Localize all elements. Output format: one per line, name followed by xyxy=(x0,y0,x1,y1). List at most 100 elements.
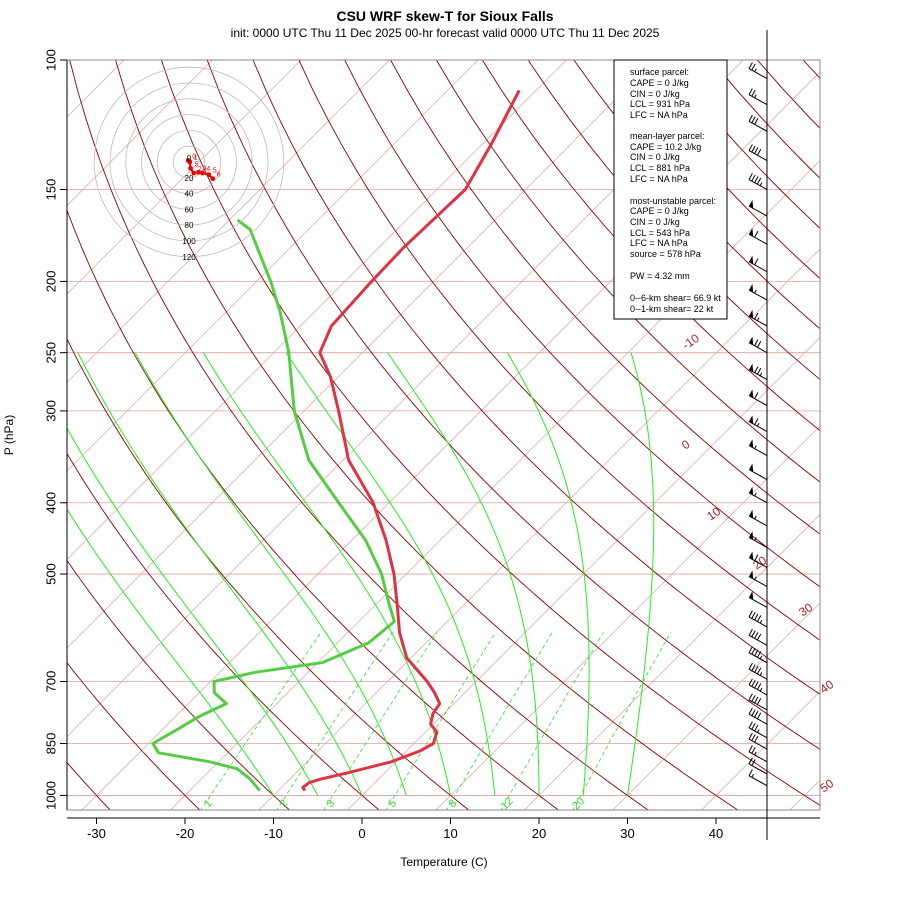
wind-barb-staff xyxy=(748,421,768,432)
hodograph-point xyxy=(206,172,212,178)
dry-adiabat-line xyxy=(756,60,820,129)
moist-adiabat-line xyxy=(67,427,319,796)
dry-adiabat-line xyxy=(115,60,739,810)
wind-barb-half xyxy=(754,537,757,541)
hodograph-point-label: 3 xyxy=(202,165,206,172)
wind-barb-full xyxy=(754,681,759,689)
wind-barb-flag xyxy=(749,531,754,540)
wind-barb-staff xyxy=(748,775,768,787)
wind-barb-staff xyxy=(748,684,768,696)
wind-barb-staff xyxy=(748,445,768,456)
x-tick-label: 40 xyxy=(709,826,723,841)
stat-mu-source: source = 578 hPa xyxy=(630,249,701,259)
wind-barb xyxy=(748,551,768,569)
chart-title: CSU WRF skew-T for Sioux Falls xyxy=(336,8,553,24)
wind-barb-full xyxy=(748,173,753,180)
wind-barb-half xyxy=(759,655,763,660)
wind-barb-full xyxy=(754,147,759,154)
dry-adiabat-line xyxy=(67,452,380,810)
stat-mu-cape: CAPE = 0 J/kg xyxy=(630,206,689,216)
mixing-ratio-label: 8 xyxy=(446,797,459,810)
wind-barb-staff xyxy=(748,557,768,569)
wind-barb-full xyxy=(751,63,756,71)
hodograph-point xyxy=(210,176,216,181)
wind-barb-full xyxy=(754,649,759,657)
wind-barb-half xyxy=(754,68,757,72)
dry-adiabat-line xyxy=(67,337,470,810)
y-tick-label: 250 xyxy=(43,342,58,364)
wind-barbs xyxy=(748,30,768,840)
wind-barb xyxy=(748,570,768,588)
y-tick-label: 850 xyxy=(43,733,58,755)
stat-surface-lfc: LFC = NA hPa xyxy=(630,110,688,120)
wind-barb-full xyxy=(748,745,753,753)
wind-barb-full xyxy=(754,696,759,704)
wind-barb-full xyxy=(751,647,756,655)
wind-barb xyxy=(748,283,768,301)
wind-barb-full xyxy=(748,114,753,122)
hodograph-ring-label: 40 xyxy=(185,190,194,199)
hodograph-ring-label: 60 xyxy=(185,205,194,214)
mixing-ratio-line xyxy=(323,632,438,810)
wind-barb-staff xyxy=(748,205,768,217)
wind-barb-full xyxy=(754,724,759,732)
wind-barb-full xyxy=(754,176,759,183)
dry-adiabat-line xyxy=(849,60,900,811)
wind-barb-staff xyxy=(748,751,768,763)
hodograph-ring-label: 20 xyxy=(185,174,194,183)
y-axis-label: P (hPa) xyxy=(2,415,16,455)
dry-adiabat-line xyxy=(252,60,820,695)
wind-barb-flag xyxy=(749,509,754,519)
y-tick-label: 700 xyxy=(43,671,58,693)
stat-surface-cape: CAPE = 0 J/kg xyxy=(630,78,689,88)
wind-barb-full xyxy=(756,177,762,185)
x-tick-label: 20 xyxy=(532,826,546,841)
wind-barb-flag xyxy=(749,336,754,345)
y-tick-label: 500 xyxy=(43,563,58,585)
wind-barb-flag xyxy=(749,363,754,372)
wind-barb-staff xyxy=(748,315,768,327)
wind-barb-full xyxy=(751,612,756,619)
wind-barb-full xyxy=(751,89,756,97)
x-tick-label: -20 xyxy=(176,826,195,841)
wind-barb-full xyxy=(748,62,753,69)
x-tick-label: 30 xyxy=(620,826,634,841)
wind-barb-flag xyxy=(749,255,754,264)
wind-barb-full xyxy=(748,693,753,701)
wind-barb-staff xyxy=(748,668,768,680)
stat-surface-header: surface parcel: xyxy=(630,67,689,77)
mixing-ratio-line xyxy=(385,632,497,810)
hodograph-point xyxy=(191,170,197,176)
hodograph-point-label: 5 xyxy=(213,168,217,175)
wind-barb xyxy=(748,336,768,354)
dry-adiabat-line xyxy=(711,60,820,179)
moist-adiabat-line xyxy=(77,352,363,796)
moist-adiabat-line xyxy=(627,352,655,796)
wind-barb-staff xyxy=(748,738,768,750)
wind-barb-staff xyxy=(748,699,768,711)
wind-barb xyxy=(748,439,768,456)
dewpoint-line xyxy=(151,218,396,792)
temperature-line xyxy=(301,89,521,792)
hodograph-ring xyxy=(109,82,269,242)
y-tick-label: 1000 xyxy=(43,781,58,810)
wind-barb-half xyxy=(754,515,757,520)
wind-barb-staff xyxy=(748,576,768,588)
y-tick-label: 200 xyxy=(43,271,58,293)
wind-barb-staff xyxy=(748,342,768,354)
hodograph-point-label: 5 xyxy=(195,161,199,168)
hodograph-ring xyxy=(93,66,285,258)
wind-barb-half xyxy=(759,672,763,676)
dry-adiabat-line xyxy=(298,60,820,641)
isotherm-label: 30 xyxy=(796,600,815,619)
wind-barb-full xyxy=(748,721,753,729)
hodograph-point-label: 4 xyxy=(206,166,210,173)
stat-mu-lcl: LCL = 543 hPa xyxy=(630,228,690,238)
wind-barb xyxy=(748,144,768,161)
wind-barb xyxy=(748,88,768,106)
wind-barb-staff xyxy=(748,369,768,381)
isotherm-line xyxy=(67,60,213,206)
isotherm-label: -10 xyxy=(680,331,703,353)
wind-barb-staff xyxy=(748,536,768,548)
wind-barb-staff xyxy=(748,150,768,161)
